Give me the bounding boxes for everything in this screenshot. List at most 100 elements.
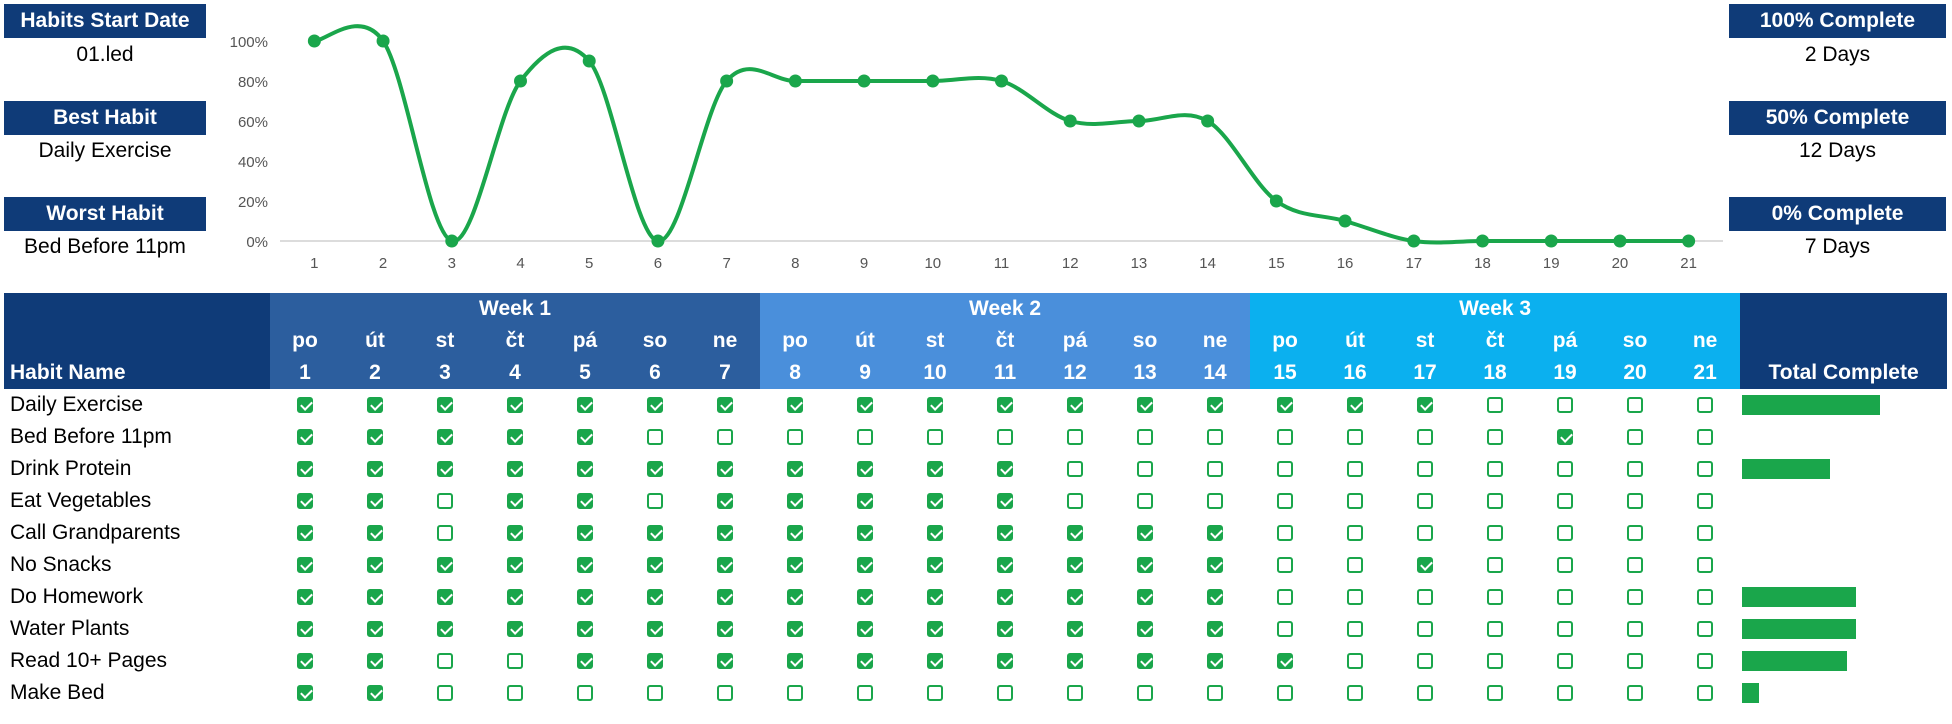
habit-checkbox[interactable]: [787, 461, 804, 478]
habit-checkbox[interactable]: [367, 557, 383, 574]
habit-checkbox[interactable]: [1627, 461, 1644, 478]
habit-checkbox[interactable]: [1347, 525, 1364, 542]
habit-checkbox[interactable]: [647, 461, 663, 478]
habit-checkbox[interactable]: [367, 525, 383, 542]
habit-checkbox[interactable]: [1277, 429, 1294, 446]
habit-checkbox[interactable]: [647, 653, 663, 670]
habit-checkbox[interactable]: [1487, 557, 1504, 574]
habit-checkbox[interactable]: [1347, 653, 1364, 670]
habit-checkbox[interactable]: [1417, 557, 1434, 574]
habit-checkbox[interactable]: [1277, 557, 1294, 574]
habit-checkbox[interactable]: [1697, 461, 1714, 478]
habit-checkbox[interactable]: [1067, 653, 1084, 670]
habit-checkbox[interactable]: [437, 685, 453, 702]
habit-checkbox[interactable]: [1067, 461, 1084, 478]
habit-checkbox[interactable]: [927, 429, 944, 446]
habit-checkbox[interactable]: [437, 589, 453, 606]
habit-checkbox[interactable]: [997, 429, 1014, 446]
habit-checkbox[interactable]: [1417, 589, 1434, 606]
habit-checkbox[interactable]: [857, 461, 874, 478]
habit-checkbox[interactable]: [1627, 653, 1644, 670]
habit-checkbox[interactable]: [1067, 493, 1084, 510]
habit-checkbox[interactable]: [1697, 621, 1714, 638]
habit-checkbox[interactable]: [1487, 685, 1504, 702]
habit-checkbox[interactable]: [1137, 653, 1154, 670]
habit-checkbox[interactable]: [647, 589, 663, 606]
habit-checkbox[interactable]: [857, 589, 874, 606]
habit-checkbox[interactable]: [647, 557, 663, 574]
habit-checkbox[interactable]: [437, 621, 453, 638]
habit-checkbox[interactable]: [507, 493, 523, 510]
habit-checkbox[interactable]: [1487, 461, 1504, 478]
habit-checkbox[interactable]: [857, 493, 874, 510]
habit-checkbox[interactable]: [1487, 621, 1504, 638]
habit-checkbox[interactable]: [577, 685, 593, 702]
habit-checkbox[interactable]: [717, 525, 734, 542]
habit-checkbox[interactable]: [857, 557, 874, 574]
habit-checkbox[interactable]: [1207, 429, 1224, 446]
habit-checkbox[interactable]: [927, 589, 944, 606]
habit-checkbox[interactable]: [297, 653, 313, 670]
habit-checkbox[interactable]: [577, 653, 593, 670]
habit-checkbox[interactable]: [1627, 397, 1644, 414]
habit-checkbox[interactable]: [1347, 493, 1364, 510]
habit-checkbox[interactable]: [787, 397, 804, 414]
habit-checkbox[interactable]: [647, 621, 663, 638]
habit-checkbox[interactable]: [1277, 525, 1294, 542]
habit-checkbox[interactable]: [297, 493, 313, 510]
habit-checkbox[interactable]: [1137, 429, 1154, 446]
habit-checkbox[interactable]: [1277, 461, 1294, 478]
habit-checkbox[interactable]: [507, 621, 523, 638]
habit-checkbox[interactable]: [997, 493, 1014, 510]
habit-checkbox[interactable]: [647, 397, 663, 414]
habit-checkbox[interactable]: [1207, 461, 1224, 478]
habit-checkbox[interactable]: [437, 397, 453, 414]
habit-checkbox[interactable]: [437, 653, 453, 670]
habit-checkbox[interactable]: [1487, 397, 1504, 414]
habit-checkbox[interactable]: [997, 397, 1014, 414]
habit-checkbox[interactable]: [857, 525, 874, 542]
habit-checkbox[interactable]: [1347, 397, 1364, 414]
habit-checkbox[interactable]: [367, 653, 383, 670]
habit-checkbox[interactable]: [437, 557, 453, 574]
habit-checkbox[interactable]: [437, 525, 453, 542]
habit-checkbox[interactable]: [1627, 685, 1644, 702]
habit-checkbox[interactable]: [297, 557, 313, 574]
habit-checkbox[interactable]: [997, 621, 1014, 638]
habit-checkbox[interactable]: [1627, 525, 1644, 542]
habit-checkbox[interactable]: [1277, 653, 1294, 670]
habit-checkbox[interactable]: [1207, 621, 1224, 638]
habit-checkbox[interactable]: [927, 525, 944, 542]
habit-checkbox[interactable]: [1067, 397, 1084, 414]
habit-checkbox[interactable]: [857, 621, 874, 638]
habit-checkbox[interactable]: [1627, 493, 1644, 510]
habit-checkbox[interactable]: [1557, 525, 1574, 542]
habit-checkbox[interactable]: [997, 525, 1014, 542]
habit-checkbox[interactable]: [1137, 557, 1154, 574]
habit-checkbox[interactable]: [1067, 525, 1084, 542]
habit-checkbox[interactable]: [367, 589, 383, 606]
habit-checkbox[interactable]: [367, 493, 383, 510]
habit-checkbox[interactable]: [1557, 653, 1574, 670]
habit-checkbox[interactable]: [927, 397, 944, 414]
habit-checkbox[interactable]: [367, 429, 383, 446]
habit-checkbox[interactable]: [1137, 461, 1154, 478]
habit-checkbox[interactable]: [717, 589, 734, 606]
habit-checkbox[interactable]: [787, 429, 804, 446]
habit-checkbox[interactable]: [1347, 621, 1364, 638]
habit-checkbox[interactable]: [1137, 685, 1154, 702]
habit-checkbox[interactable]: [787, 685, 804, 702]
habit-checkbox[interactable]: [1417, 685, 1434, 702]
habit-checkbox[interactable]: [1557, 461, 1574, 478]
habit-checkbox[interactable]: [1347, 461, 1364, 478]
habit-checkbox[interactable]: [1627, 429, 1644, 446]
habit-checkbox[interactable]: [437, 493, 453, 510]
habit-checkbox[interactable]: [1557, 621, 1574, 638]
habit-checkbox[interactable]: [1697, 589, 1714, 606]
habit-checkbox[interactable]: [1207, 557, 1224, 574]
habit-checkbox[interactable]: [717, 429, 734, 446]
habit-checkbox[interactable]: [717, 685, 734, 702]
habit-checkbox[interactable]: [1137, 397, 1154, 414]
habit-checkbox[interactable]: [1067, 557, 1084, 574]
habit-checkbox[interactable]: [1207, 525, 1224, 542]
